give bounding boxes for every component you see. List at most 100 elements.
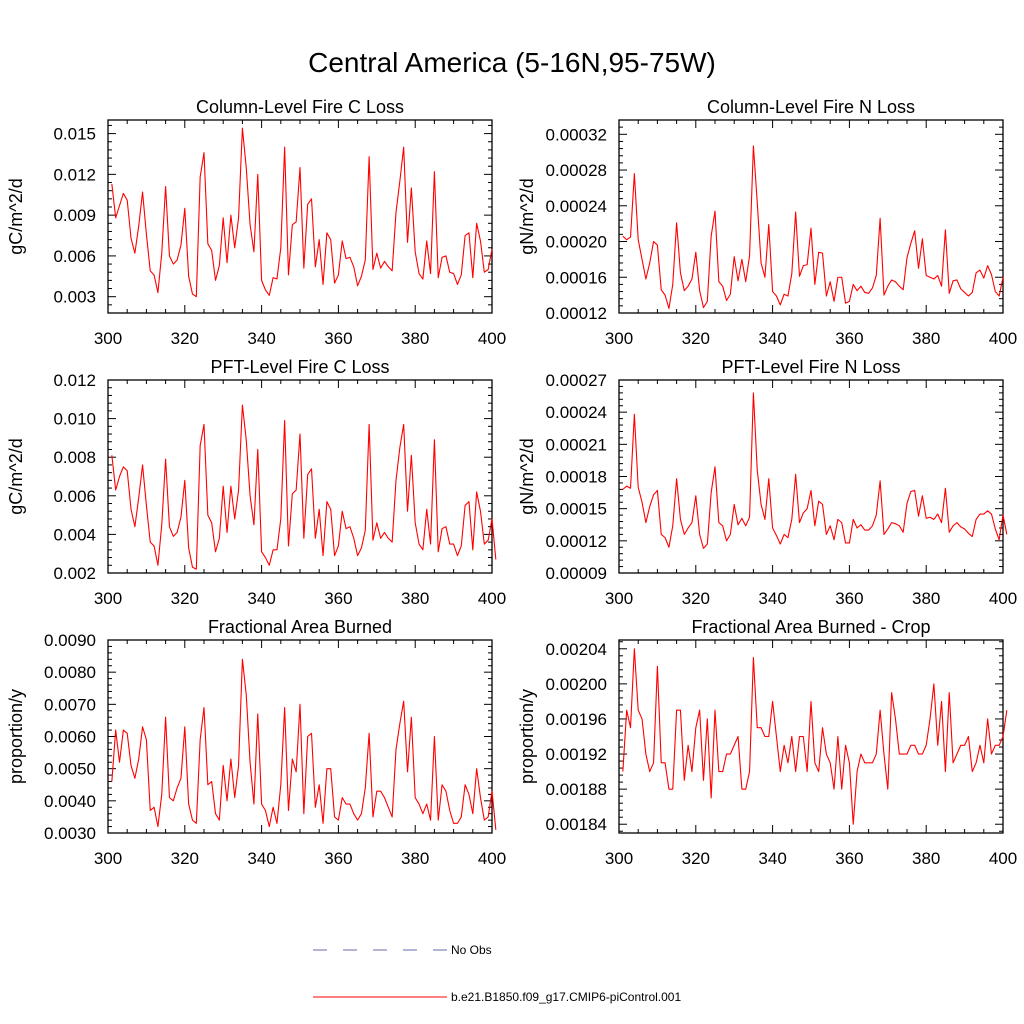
y-tick-label: 0.012 — [53, 371, 96, 390]
y-tick-label: 0.00032 — [546, 125, 607, 144]
y-axis-label: gC/m^2/d — [6, 178, 26, 254]
x-tick-label: 360 — [835, 589, 863, 608]
y-tick-label: 0.0080 — [44, 663, 96, 682]
x-tick-label: 320 — [171, 329, 199, 348]
series-line — [622, 392, 1008, 549]
y-axis-label: gN/m^2/d — [517, 438, 537, 514]
y-tick-label: 0.00009 — [546, 564, 607, 583]
x-tick-label: 380 — [401, 589, 429, 608]
y-tick-label: 0.00020 — [546, 233, 607, 252]
x-tick-label: 380 — [401, 849, 429, 868]
y-tick-label: 0.0060 — [44, 728, 96, 747]
panels: Column-Level Fire C Loss gC/m^2/d 300 320 34… — [6, 97, 1017, 868]
y-tick-label: 0.0070 — [44, 695, 96, 714]
panel-6: Fractional Area Burned - Crop proportion/… — [517, 617, 1017, 868]
x-tick-label: 320 — [682, 329, 710, 348]
x-tick-label: 300 — [94, 849, 122, 868]
x-tick-label: 300 — [94, 589, 122, 608]
y-tick-label: 0.006 — [53, 247, 96, 266]
y-tick-label: 0.009 — [53, 206, 96, 225]
y-tick-label: 0.00012 — [546, 304, 607, 323]
panel-title: Column-Level Fire N Loss — [707, 97, 915, 117]
y-tick-label: 0.00028 — [546, 161, 607, 180]
x-tick-label: 380 — [401, 329, 429, 348]
plot-frame — [618, 639, 1004, 834]
y-tick-label: 0.00200 — [546, 675, 607, 694]
series-line — [622, 648, 1008, 825]
y-tick-label: 0.00192 — [546, 745, 607, 764]
plot-frame — [107, 379, 493, 574]
y-tick-label: 0.010 — [53, 410, 96, 429]
legend-label-2: b.e21.B1850.f09_g17.CMIP6-piControl.001 — [451, 990, 681, 1004]
series-line — [622, 145, 1004, 310]
y-tick-label: 0.015 — [53, 125, 96, 144]
x-tick-label: 360 — [835, 849, 863, 868]
panel-title: Fractional Area Burned — [208, 617, 392, 637]
panel-5: Fractional Area Burned proportion/y 300 320… — [6, 617, 506, 868]
y-axis-label: gN/m^2/d — [517, 178, 537, 254]
y-tick-label: 0.008 — [53, 448, 96, 467]
panel-4: PFT-Level Fire N Loss gN/m^2/d 300 320 340 36… — [517, 357, 1017, 608]
x-tick-label: 380 — [912, 589, 940, 608]
y-tick-label: 0.00012 — [546, 532, 607, 551]
y-tick-label: 0.00018 — [546, 468, 607, 487]
x-tick-label: 360 — [324, 849, 352, 868]
x-tick-label: 400 — [989, 589, 1017, 608]
x-tick-label: 320 — [682, 589, 710, 608]
plot-frame — [107, 119, 493, 314]
x-tick-label: 400 — [478, 589, 506, 608]
y-tick-label: 0.006 — [53, 487, 96, 506]
panel-title: Fractional Area Burned - Crop — [691, 617, 930, 637]
y-axis-label: gC/m^2/d — [6, 438, 26, 514]
y-tick-label: 0.003 — [53, 288, 96, 307]
x-tick-label: 380 — [912, 329, 940, 348]
series-line — [111, 404, 497, 570]
y-tick-label: 0.00184 — [546, 815, 607, 834]
x-tick-label: 340 — [758, 329, 786, 348]
x-tick-label: 300 — [605, 329, 633, 348]
y-tick-label: 0.00016 — [546, 268, 607, 287]
panel-title: PFT-Level Fire C Loss — [210, 357, 389, 377]
series-line — [111, 658, 497, 830]
legend: No Obs b.e21.B1850.f09_g17.CMIP6-piContro… — [313, 943, 681, 1004]
y-axis-label: proportion/y — [6, 689, 26, 784]
panel-title: PFT-Level Fire N Loss — [721, 357, 900, 377]
y-tick-label: 0.004 — [53, 525, 96, 544]
y-tick-label: 0.00024 — [546, 197, 607, 216]
y-tick-label: 0.00204 — [546, 640, 607, 659]
y-tick-label: 0.00015 — [546, 500, 607, 519]
y-tick-label: 0.0040 — [44, 792, 96, 811]
y-tick-label: 0.0050 — [44, 760, 96, 779]
y-tick-label: 0.00027 — [546, 371, 607, 390]
x-tick-label: 320 — [682, 849, 710, 868]
panel-3: PFT-Level Fire C Loss gC/m^2/d 300 320 340 36… — [6, 357, 506, 608]
x-tick-label: 340 — [247, 849, 275, 868]
plot-frame — [618, 119, 1004, 314]
plot-frame — [618, 379, 1004, 574]
x-tick-label: 400 — [478, 329, 506, 348]
x-tick-label: 400 — [989, 329, 1017, 348]
x-tick-label: 340 — [247, 329, 275, 348]
x-tick-label: 360 — [324, 329, 352, 348]
x-tick-label: 380 — [912, 849, 940, 868]
x-tick-label: 300 — [94, 329, 122, 348]
y-tick-label: 0.002 — [53, 564, 96, 583]
y-tick-label: 0.00188 — [546, 780, 607, 799]
y-tick-label: 0.00196 — [546, 710, 607, 729]
x-tick-label: 300 — [605, 589, 633, 608]
legend-label-1: No Obs — [451, 943, 492, 957]
x-tick-label: 300 — [605, 849, 633, 868]
series-line — [111, 127, 493, 298]
figure-title: Central America (5-16N,95-75W) — [308, 47, 716, 78]
panel-title: Column-Level Fire C Loss — [196, 97, 404, 117]
y-tick-label: 0.0090 — [44, 631, 96, 650]
x-tick-label: 340 — [758, 849, 786, 868]
y-axis-label: proportion/y — [517, 689, 537, 784]
x-tick-label: 360 — [324, 589, 352, 608]
x-tick-label: 360 — [835, 329, 863, 348]
panel-2: Column-Level Fire N Loss gN/m^2/d 300 320 34… — [517, 97, 1017, 348]
x-tick-label: 400 — [989, 849, 1017, 868]
x-tick-label: 400 — [478, 849, 506, 868]
y-tick-label: 0.0030 — [44, 824, 96, 843]
